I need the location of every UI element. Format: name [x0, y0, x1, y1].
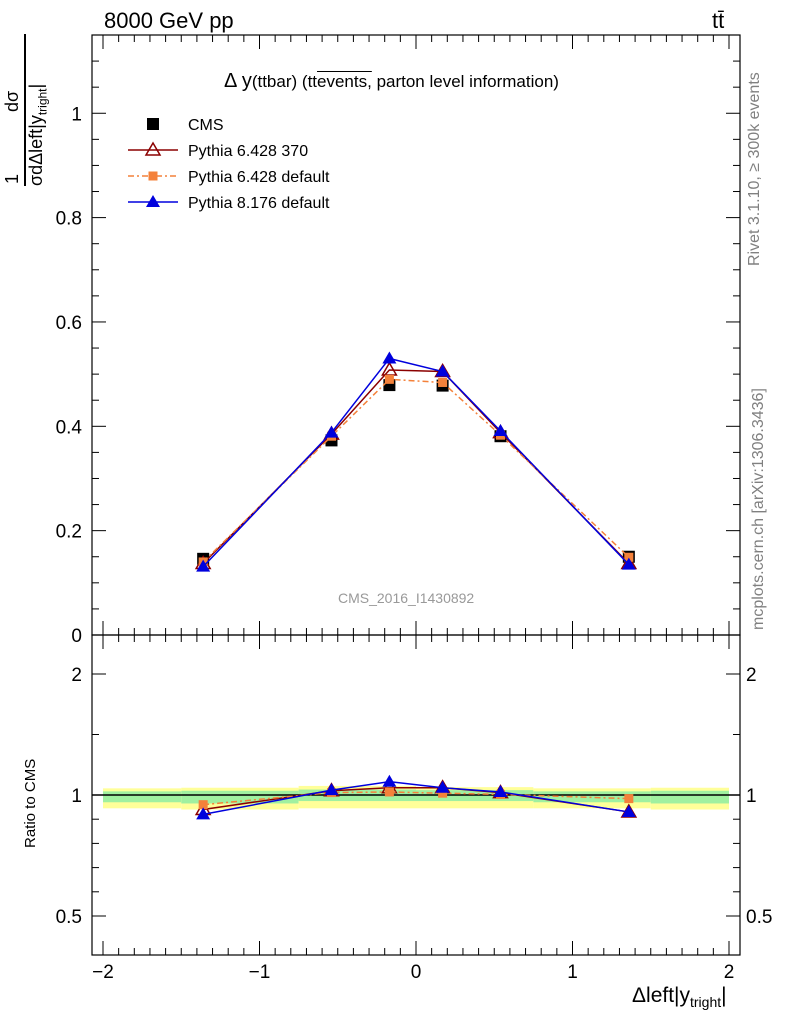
y-tick-label: 0.6: [56, 313, 82, 334]
main-series-line: [202, 369, 630, 565]
ratio-tick-label-right: 2: [746, 665, 757, 686]
plot-title-tt: tt: [307, 72, 318, 91]
main-series-line: [202, 378, 630, 563]
ratio-series-group: [194, 774, 638, 820]
main-data-point: [196, 559, 211, 572]
legend-marker: [147, 118, 159, 130]
y-tick-label: 0.4: [56, 417, 83, 438]
y-label-den: σdΔleft|y: [26, 115, 46, 186]
ratio-data-point: [384, 787, 394, 797]
ratio-band-inner: [650, 790, 729, 804]
x-label-close: |: [721, 984, 727, 1007]
y-label-den-close: |: [26, 83, 46, 89]
x-axis-label: Δleft|ytright|: [632, 984, 727, 1010]
x-tick-label: 2: [724, 962, 735, 983]
plot-title-rest: parton level information): [376, 72, 559, 91]
legend-label: Pythia 6.428 370: [188, 143, 308, 160]
ratio-tick-label-right: 1: [746, 786, 757, 807]
y-tick-label: 1: [71, 104, 82, 125]
main-data-point: [624, 552, 634, 562]
main-data-point: [435, 364, 450, 377]
x-tick-label: −1: [249, 962, 271, 983]
ratio-tick-label: 0.5: [56, 907, 82, 928]
plot-title: Δ y(ttbar) (ttevents, parton level infor…: [224, 70, 559, 93]
x-tick-label: −2: [92, 962, 114, 983]
main-data-point: [621, 557, 636, 570]
legend-label: Pythia 8.176 default: [188, 195, 330, 212]
ratio-data-point: [382, 774, 397, 787]
main-data-point: [493, 424, 508, 436]
ratio-data-point: [324, 783, 339, 796]
legend: CMS Pythia 6.428 370 Pythia 6.428 default P…: [128, 117, 330, 212]
legend-label: CMS: [188, 117, 224, 134]
ratio-uncertainty-bands: [92, 785, 740, 810]
ratio-data-point: [196, 807, 211, 820]
plot-title-prefix: Δ y: [224, 70, 252, 92]
y-label-den-sub: tright: [35, 88, 50, 116]
ratio-data-point: [624, 794, 634, 804]
y-label-one: 1: [2, 173, 22, 184]
ratio-band-inner: [103, 791, 182, 803]
main-data-point: [384, 374, 394, 384]
ratio-tick-label-right: 0.5: [746, 907, 772, 928]
ratio-tick-label: 1: [71, 786, 82, 807]
energy-label: 8000 GeV pp: [104, 8, 234, 33]
ratio-series-line: [203, 780, 629, 816]
main-data-point: [438, 377, 448, 387]
legend-marker: [144, 141, 162, 156]
y-axis-label: 1 dσ σdΔleft|ytright|: [0, 34, 150, 188]
main-data-point: [382, 351, 397, 364]
y-tick-label: 0.2: [56, 522, 82, 543]
ratio-data-point: [493, 784, 508, 797]
main-series-line: [202, 357, 630, 568]
ratio-data-point: [435, 780, 450, 793]
ratio-axis-label: Ratio to CMS: [22, 758, 39, 848]
x-label-main: Δleft|y: [632, 984, 690, 1007]
ratio-data-point: [438, 788, 448, 798]
process-label: tt̄: [712, 8, 725, 33]
y-tick-label: 0.8: [56, 209, 82, 230]
rivet-label: Rivet 3.1.10, ≥ 300k events: [746, 72, 763, 266]
legend-marker: [148, 171, 158, 181]
legend-label: Pythia 6.428 default: [188, 169, 330, 186]
plot-title-paren: (ttbar): [251, 72, 298, 91]
x-tick-label: 0: [411, 962, 422, 983]
x-tick-label: 1: [567, 962, 578, 983]
ratio-band-inner: [533, 791, 651, 803]
mcplots-label: mcplots.cern.ch [arXiv:1306.3436]: [750, 388, 767, 630]
ratio-data-point: [621, 804, 636, 817]
y-tick-label: 0: [71, 626, 82, 647]
plot-title-open: (: [301, 72, 308, 91]
plot-title-events: events,: [317, 72, 372, 91]
main-series-group: [194, 351, 638, 572]
ratio-tick-label: 2: [71, 665, 82, 686]
ratio-data-point: [198, 800, 208, 810]
main-data-point: [324, 425, 339, 438]
x-label-sub: tright: [690, 994, 722, 1011]
analysis-id: CMS_2016_I1430892: [338, 590, 475, 606]
y-label-dsigma: dσ: [2, 90, 22, 112]
legend-marker: [146, 195, 160, 207]
